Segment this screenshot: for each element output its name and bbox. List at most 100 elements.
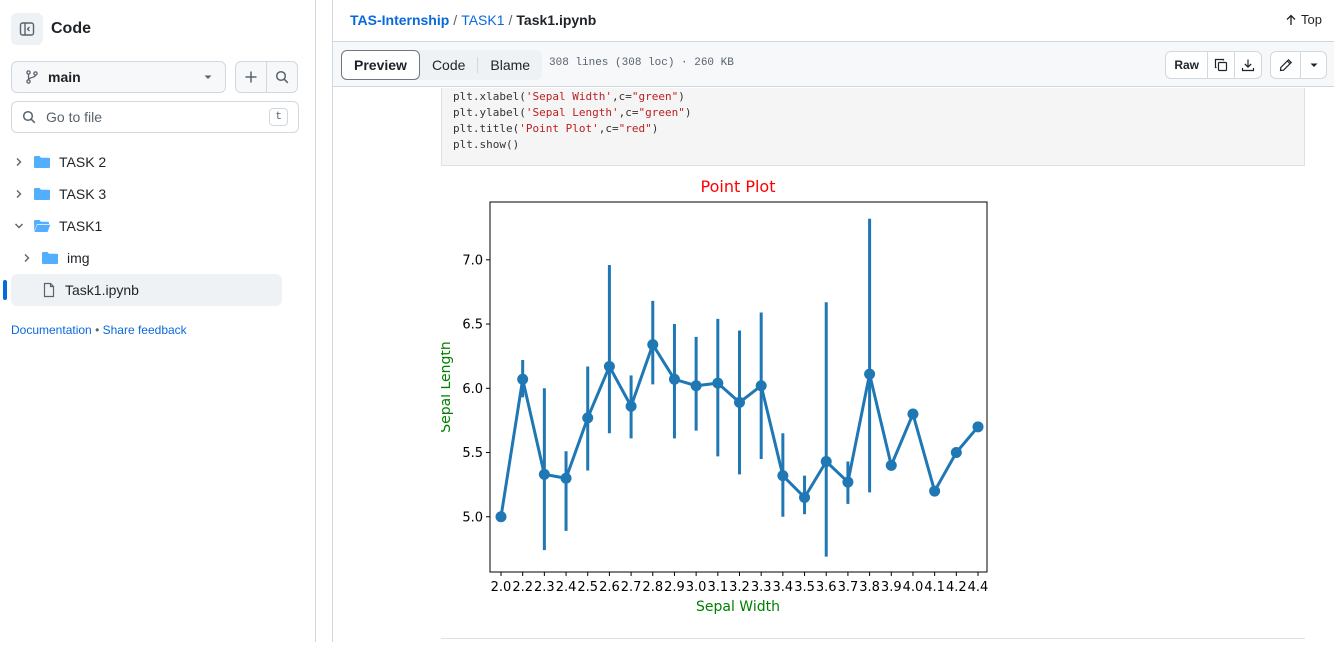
y-tick-label: 5.0 [462,510,483,525]
x-tick-label: 2.6 [599,580,620,595]
collapse-sidebar-button[interactable] [11,13,43,45]
y-tick-label: 7.0 [462,253,483,268]
back-to-top-button[interactable]: Top [1285,12,1322,27]
copy-icon [1214,58,1228,72]
tree-item-label: Task1.ipynb [65,282,139,298]
git-branch-icon [26,70,38,84]
breadcrumb-separator: / [508,12,513,28]
x-axis-label: Sepal Width [696,599,780,615]
plus-icon [245,71,257,83]
edit-options-dropdown[interactable] [1300,52,1326,78]
x-tick-label: 2.8 [642,580,663,595]
data-point [950,447,962,459]
notebook-preview: plt.xlabel('Sepal Width',c="green") plt.… [441,88,1305,639]
point-plot-chart: Point Plot 5.05.56.06.57.0 2.0 2.2 2.3 2.4 2… [441,177,989,615]
code-line: plt.title('Point Plot',c="red") [453,122,659,135]
search-icon [275,70,289,84]
chevron-down-icon [11,221,27,231]
data-point [538,468,550,480]
x-tick-label: 4.2 [946,580,967,595]
sidebar-collapse-icon [19,22,35,36]
x-tick-label: 3.9 [881,580,902,595]
chevron-right-icon [11,189,27,199]
raw-button[interactable]: Raw [1174,58,1199,72]
sidebar-footer-links: Documentation • Share feedback [11,323,187,337]
tree-item-task1[interactable]: TASK1 [0,210,316,242]
edit-actions-group [1270,51,1327,79]
x-tick-label: 2.4 [556,580,577,595]
data-point [972,421,984,433]
data-point [517,373,529,385]
x-tick-label: 4.0 [903,580,924,595]
view-mode-tabs: Preview Code Blame [341,50,543,80]
data-point [495,511,507,523]
tree-item-label: TASK 2 [59,154,107,170]
x-tick-label: 3.3 [751,580,772,595]
chevron-right-icon [11,157,27,167]
top-label: Top [1301,12,1322,27]
branch-name: main [48,69,81,85]
file-meta: 308 lines (308 loc) · 260 KB [549,57,734,69]
triangle-down-icon [204,75,212,79]
tree-item-img[interactable]: img [0,242,316,274]
go-to-file-input[interactable] [46,109,270,125]
data-point [907,408,919,420]
x-tick-label: 2.0 [491,580,512,595]
sidebar-title: Code [51,20,91,37]
chevron-right-icon [19,253,35,263]
x-tick-label: 3.1 [707,580,728,595]
data-point [625,400,637,412]
breadcrumb-separator: / [453,12,458,28]
data-point [820,456,832,468]
data-point [668,373,680,385]
tab-blame[interactable]: Blame [490,57,531,73]
data-point [734,396,745,408]
triangle-down-icon [1310,63,1317,67]
x-tick-label: 3.4 [773,580,794,595]
shortcut-hint: t [269,108,288,126]
download-icon [1241,59,1255,72]
tab-preview[interactable]: Preview [341,50,420,80]
x-tick-label: 2.7 [621,580,642,595]
x-tick-label: 3.6 [816,580,837,595]
x-tick-label: 2.2 [512,580,533,595]
share-feedback-link[interactable]: Share feedback [102,323,187,337]
data-point [885,459,897,471]
x-tick-label: 3.8 [859,580,880,595]
breadcrumb-folder-link[interactable]: TASK1 [461,12,505,28]
add-file-button[interactable] [235,61,267,93]
data-point [647,339,659,351]
branch-selector[interactable]: main [11,61,226,93]
current-file-name: Task1.ipynb [516,12,597,28]
x-tick-label: 4.1 [924,580,945,595]
x-tick-label: 4.4 [968,580,989,595]
edit-file-button[interactable] [1271,52,1300,78]
download-button[interactable] [1234,52,1261,78]
folder-icon [34,156,50,168]
file-icon [43,282,55,298]
raw-actions-group: Raw [1165,51,1262,79]
pencil-icon [1279,58,1292,72]
tree-item-task3[interactable]: TASK 3 [0,178,316,210]
tab-code[interactable]: Code [431,57,466,73]
search-repo-button[interactable] [266,61,298,93]
folder-open-icon [34,220,51,232]
data-point [864,368,876,380]
tree-item-task1-ipynb[interactable]: Task1.ipynb [3,274,282,306]
data-point [777,470,789,482]
documentation-link[interactable]: Documentation [11,323,92,337]
x-tick-label: 2.3 [534,580,555,595]
file-actions: Raw [1165,51,1327,79]
tree-item-label: img [67,250,90,266]
folder-icon [42,252,58,264]
copy-raw-button[interactable] [1207,52,1234,78]
breadcrumb-repo-link[interactable]: TAS-Internship [350,12,450,28]
arrow-up-icon [1286,14,1296,25]
y-tick-label: 5.5 [462,446,483,461]
data-point [560,472,572,484]
data-point [603,360,615,372]
y-axis-label: Sepal Length [441,341,454,433]
sidebar-header: Code [11,13,91,45]
tree-item-task2[interactable]: TASK 2 [0,146,316,178]
go-to-file-field[interactable]: t [11,101,299,133]
